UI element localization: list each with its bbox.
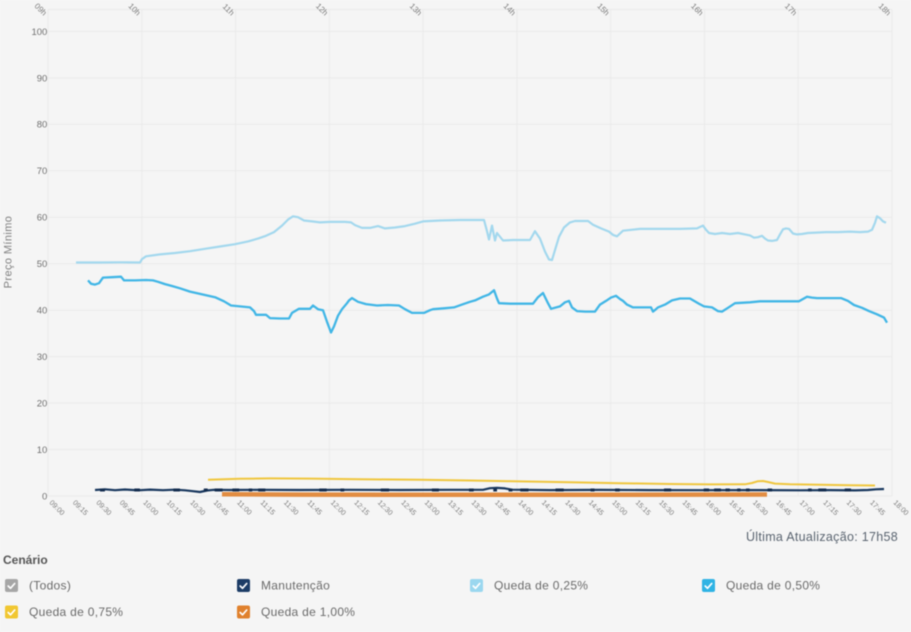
svg-text:40: 40 (37, 306, 48, 317)
svg-text:Cenário: Cenário (3, 553, 48, 567)
svg-text:10: 10 (37, 445, 48, 456)
svg-text:70: 70 (37, 166, 48, 177)
svg-text:Manutenção: Manutenção (261, 579, 330, 593)
svg-text:30: 30 (37, 352, 48, 363)
svg-text:90: 90 (37, 73, 48, 84)
svg-text:Queda de 0,75%: Queda de 0,75% (29, 605, 123, 619)
svg-text:60: 60 (37, 213, 48, 224)
svg-text:Última Atualização: 17h58: Última Atualização: 17h58 (746, 529, 898, 544)
svg-text:0: 0 (42, 491, 47, 502)
svg-text:Queda de 1,00%: Queda de 1,00% (261, 605, 355, 619)
svg-text:Queda de 0,25%: Queda de 0,25% (494, 579, 588, 593)
svg-text:100: 100 (31, 27, 47, 38)
svg-text:50: 50 (37, 259, 48, 270)
svg-text:(Todos): (Todos) (29, 579, 71, 593)
svg-text:20: 20 (37, 399, 48, 410)
svg-text:80: 80 (37, 120, 48, 131)
svg-text:Queda de 0,50%: Queda de 0,50% (726, 579, 820, 593)
svg-text:Preço Mínimo: Preço Mínimo (3, 216, 15, 289)
